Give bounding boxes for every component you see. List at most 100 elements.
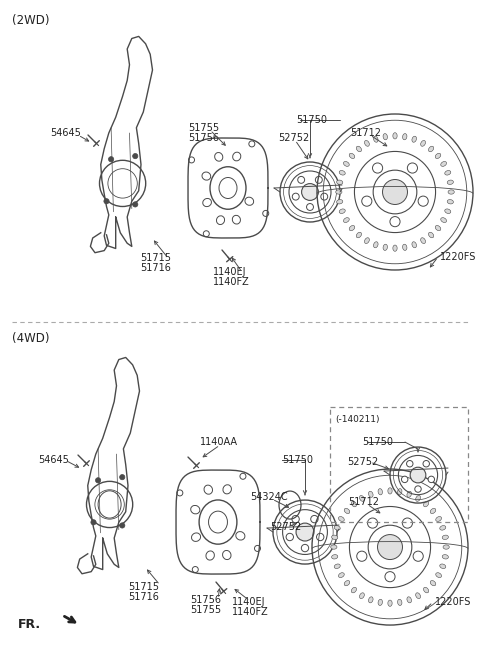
Circle shape (316, 533, 324, 540)
Ellipse shape (448, 190, 454, 194)
Text: 51750: 51750 (282, 455, 313, 465)
Ellipse shape (447, 180, 454, 185)
Circle shape (292, 515, 299, 523)
Ellipse shape (349, 154, 355, 159)
Circle shape (254, 546, 261, 551)
Ellipse shape (442, 555, 448, 559)
Ellipse shape (412, 136, 417, 143)
Text: 51716: 51716 (140, 263, 171, 273)
Circle shape (368, 518, 378, 528)
Circle shape (390, 216, 400, 227)
Ellipse shape (344, 218, 349, 222)
Ellipse shape (336, 200, 343, 204)
Ellipse shape (441, 218, 446, 222)
Circle shape (189, 157, 194, 163)
Ellipse shape (440, 526, 446, 530)
Ellipse shape (393, 133, 397, 139)
Text: 1220FS: 1220FS (440, 252, 476, 262)
Ellipse shape (420, 238, 425, 244)
Ellipse shape (338, 516, 344, 522)
Text: 54324C: 54324C (250, 492, 288, 502)
Text: 52752: 52752 (278, 133, 309, 143)
Circle shape (423, 461, 430, 467)
Circle shape (298, 176, 305, 183)
Text: 51712: 51712 (350, 128, 381, 138)
Text: (2WD): (2WD) (12, 14, 49, 27)
Circle shape (120, 474, 125, 480)
Circle shape (120, 523, 125, 528)
Circle shape (383, 179, 408, 205)
Ellipse shape (383, 133, 387, 140)
Ellipse shape (403, 244, 407, 250)
Ellipse shape (349, 226, 355, 231)
Text: 54645: 54645 (38, 455, 69, 465)
Ellipse shape (339, 170, 345, 175)
Ellipse shape (336, 180, 343, 185)
Ellipse shape (416, 593, 420, 599)
Text: 51712: 51712 (348, 497, 379, 507)
Circle shape (177, 490, 183, 496)
Ellipse shape (430, 509, 436, 514)
Circle shape (132, 154, 138, 159)
Ellipse shape (393, 245, 397, 251)
Ellipse shape (360, 496, 364, 502)
Circle shape (311, 515, 318, 523)
Ellipse shape (334, 526, 340, 530)
Text: 1140EJ: 1140EJ (232, 597, 265, 607)
Circle shape (104, 199, 109, 204)
Ellipse shape (369, 597, 373, 603)
Ellipse shape (397, 489, 402, 495)
Ellipse shape (383, 244, 387, 250)
Ellipse shape (373, 242, 378, 248)
Ellipse shape (388, 600, 392, 607)
Ellipse shape (440, 564, 446, 568)
Ellipse shape (423, 587, 429, 593)
Ellipse shape (443, 545, 449, 550)
Ellipse shape (416, 496, 420, 502)
Ellipse shape (430, 581, 436, 586)
Text: 1220FS: 1220FS (435, 597, 471, 607)
Ellipse shape (356, 232, 361, 238)
Circle shape (410, 467, 426, 483)
Text: 54645: 54645 (50, 128, 81, 138)
Ellipse shape (429, 146, 434, 152)
Text: 52752: 52752 (347, 457, 378, 467)
Circle shape (428, 476, 434, 483)
Ellipse shape (369, 491, 373, 497)
Ellipse shape (356, 146, 361, 152)
Circle shape (377, 535, 402, 559)
Ellipse shape (336, 190, 342, 194)
Text: 1140FZ: 1140FZ (232, 607, 269, 617)
Circle shape (401, 476, 408, 483)
Ellipse shape (445, 209, 451, 213)
Circle shape (296, 523, 314, 541)
Ellipse shape (364, 141, 369, 146)
Ellipse shape (442, 535, 448, 540)
Ellipse shape (435, 226, 441, 231)
Circle shape (249, 141, 255, 147)
Ellipse shape (351, 587, 357, 593)
Circle shape (385, 572, 395, 582)
Text: 52752: 52752 (270, 522, 301, 532)
Ellipse shape (338, 573, 344, 577)
Circle shape (315, 176, 322, 183)
Ellipse shape (378, 489, 383, 495)
Text: FR.: FR. (18, 618, 41, 631)
Ellipse shape (436, 573, 442, 577)
Ellipse shape (441, 161, 446, 167)
Ellipse shape (412, 242, 417, 248)
Circle shape (301, 183, 318, 200)
Ellipse shape (407, 597, 411, 603)
Ellipse shape (364, 238, 369, 244)
Ellipse shape (339, 209, 345, 213)
Ellipse shape (334, 564, 340, 568)
Ellipse shape (429, 232, 434, 238)
Circle shape (292, 193, 299, 200)
Ellipse shape (373, 136, 378, 143)
Text: (4WD): (4WD) (12, 332, 49, 345)
Ellipse shape (331, 545, 337, 550)
Ellipse shape (351, 502, 357, 507)
Ellipse shape (436, 516, 442, 522)
Circle shape (192, 566, 198, 573)
Ellipse shape (445, 170, 451, 175)
